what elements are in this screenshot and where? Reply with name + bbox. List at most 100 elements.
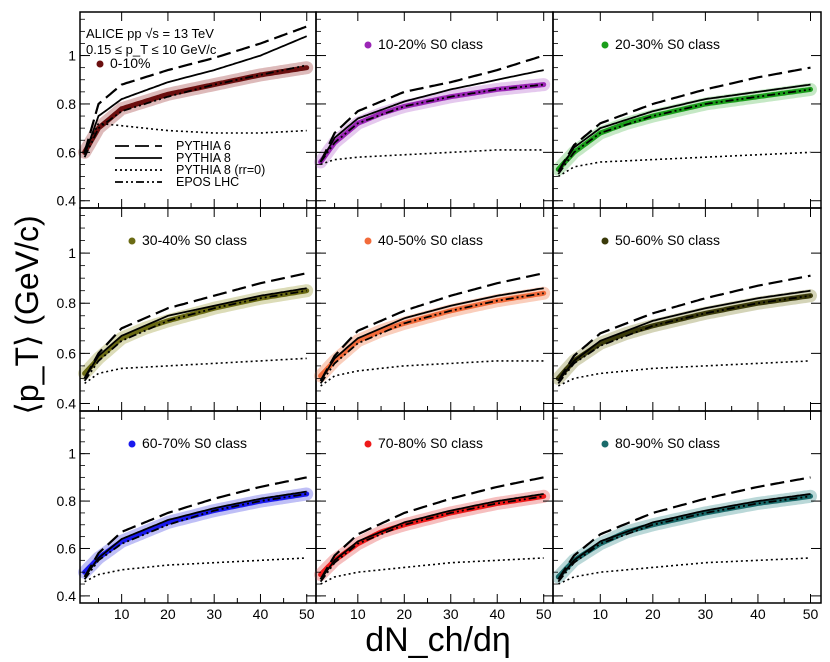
x-tick-label-8-40: 40: [489, 606, 505, 622]
class-label-1: 0-10%: [110, 55, 150, 71]
x-tick-label-8-10: 10: [350, 606, 366, 622]
panel-7: 10 20 30 40 50 0.4 0.6 0.8 1 60-70% S0 class: [57, 410, 317, 622]
model-line-pythia-6-2: [319, 54, 545, 163]
model-line-pythia-8-rr-0--2: [320, 149, 544, 166]
model-line-epos-lhc-5: [319, 292, 544, 384]
panel-3: 20-30% S0 class: [551, 11, 822, 209]
model-line-epos-lhc-4: [83, 289, 307, 382]
x-tick-label-9-50: 50: [803, 606, 819, 622]
model-line-pythia-6-6: [557, 274, 811, 382]
model-line-pythia-8-rr-0--7: [84, 557, 307, 583]
model-line-pythia-8-rr-0--5: [320, 360, 544, 387]
class-marker-5: [364, 237, 372, 245]
y-tick-label-7-0.6: 0.6: [57, 540, 77, 556]
model-line-pythia-8-2: [319, 69, 544, 163]
class-label-2: 10-20% S0 class: [378, 36, 483, 52]
x-tick-label-9-40: 40: [750, 606, 766, 622]
y-tick-label-1-0.4: 0.4: [57, 193, 77, 209]
model-line-pythia-6-7: [83, 476, 307, 578]
data-band-6: [551, 289, 817, 385]
x-tick-label-8-20: 20: [397, 606, 413, 622]
model-line-pythia-8-5: [319, 287, 544, 382]
y-tick-label-1-0.8: 0.8: [57, 96, 77, 112]
x-axis-title-text: dN_ch/dη: [365, 621, 511, 659]
model-line-pythia-8-rr-0--8: [320, 557, 544, 585]
data-band-4: [78, 284, 314, 380]
x-tick-label-7-10: 10: [114, 606, 130, 622]
y-tick-label-1-1: 1: [68, 48, 76, 64]
class-marker-8: [364, 440, 372, 448]
model-line-epos-lhc-6: [557, 294, 811, 384]
data-series-9: [555, 493, 813, 580]
model-line-pythia-6-4: [83, 272, 307, 379]
data-band-7: [78, 487, 314, 579]
legend-label-1: PYTHIA 8: [176, 151, 231, 165]
x-tick-label-7-20: 20: [160, 606, 176, 622]
y-tick-label-4-0.8: 0.8: [57, 295, 77, 311]
y-tick-label-1-0.6: 0.6: [57, 144, 77, 160]
model-line-pythia-8-6: [557, 289, 811, 382]
x-tick-label-7-40: 40: [253, 606, 269, 622]
y-tick-label-7-1: 1: [68, 446, 76, 462]
class-label-9: 80-90% S0 class: [615, 435, 720, 451]
x-tick-label-9-10: 10: [593, 606, 609, 622]
x-tick-label-8-30: 30: [443, 606, 459, 622]
model-line-epos-lhc-7: [83, 493, 307, 580]
class-label-3: 20-30% S0 class: [615, 36, 720, 52]
class-marker-4: [128, 237, 136, 245]
panel-2: 10-20% S0 class: [314, 11, 554, 209]
model-line-epos-lhc-1: [83, 64, 307, 158]
x-tick-label-7-50: 50: [299, 606, 315, 622]
model-line-pythia-6-3: [557, 66, 811, 173]
x-tick-label-8-50: 50: [536, 606, 552, 622]
legend-label-0: PYTHIA 6: [176, 139, 231, 153]
class-marker-2: [364, 41, 372, 49]
y-axis-title-text: ⟨p_T⟩ (GeV/c): [9, 215, 45, 414]
x-tick-label-9-30: 30: [698, 606, 714, 622]
model-line-pythia-8-8: [319, 493, 544, 580]
class-label-8: 70-80% S0 class: [378, 435, 483, 451]
y-tick-label-4-0.4: 0.4: [57, 395, 77, 411]
model-line-pythia-8-7: [83, 490, 307, 578]
model-line-pythia-8-9: [557, 493, 811, 580]
class-marker-6: [601, 237, 609, 245]
model-line-pythia-6-5: [319, 272, 544, 382]
y-tick-label-4-1: 1: [68, 245, 76, 261]
class-marker-3: [601, 41, 609, 49]
panel-6: 50-60% S0 class: [551, 207, 822, 412]
model-line-epos-lhc-2: [319, 83, 544, 163]
class-marker-7: [128, 440, 136, 448]
class-marker-9: [601, 440, 609, 448]
data-band-9: [551, 489, 817, 584]
model-line-pythia-8-1: [83, 35, 308, 156]
panel-frame-9: [552, 410, 822, 604]
class-label-4: 30-40% S0 class: [142, 232, 247, 248]
panel-8: 10 20 30 40 50 70-80% S0 class: [314, 410, 554, 622]
model-line-epos-lhc-3: [557, 88, 811, 175]
y-axis-title: ⟨p_T⟩ (GeV/c): [9, 215, 45, 414]
model-line-epos-lhc-8: [319, 495, 544, 583]
model-line-pythia-8-4: [83, 287, 307, 379]
class-label-5: 40-50% S0 class: [378, 232, 483, 248]
panel-4: 0.4 0.6 0.8 1 30-40% S0 class: [57, 207, 317, 412]
data-band-8: [314, 489, 551, 582]
x-tick-label-9-20: 20: [645, 606, 661, 622]
y-tick-label-7-0.8: 0.8: [57, 493, 77, 509]
model-line-pythia-8-rr-0--3: [557, 151, 811, 178]
model-line-pythia-8-rr-0--9: [557, 557, 811, 585]
cut-label: 0.15 ≤ p_T ≤ 10 GeV/c: [86, 42, 217, 57]
class-marker-1: [96, 60, 104, 68]
data-band-3: [551, 82, 817, 176]
class-label-6: 50-60% S0 class: [615, 232, 720, 248]
model-line-pythia-6-1: [83, 25, 308, 153]
model-line-pythia-6-9: [557, 476, 811, 580]
panel-5: 40-50% S0 class: [314, 207, 554, 412]
data-series-4: [82, 288, 310, 376]
x-axis-title: dN_ch/dη: [365, 621, 511, 659]
model-line-pythia-6-8: [319, 476, 544, 580]
model-line-pythia-8-3: [557, 83, 811, 173]
model-line-pythia-8-rr-0--1: [83, 122, 307, 153]
legend-label-3: EPOS LHC: [176, 175, 239, 189]
